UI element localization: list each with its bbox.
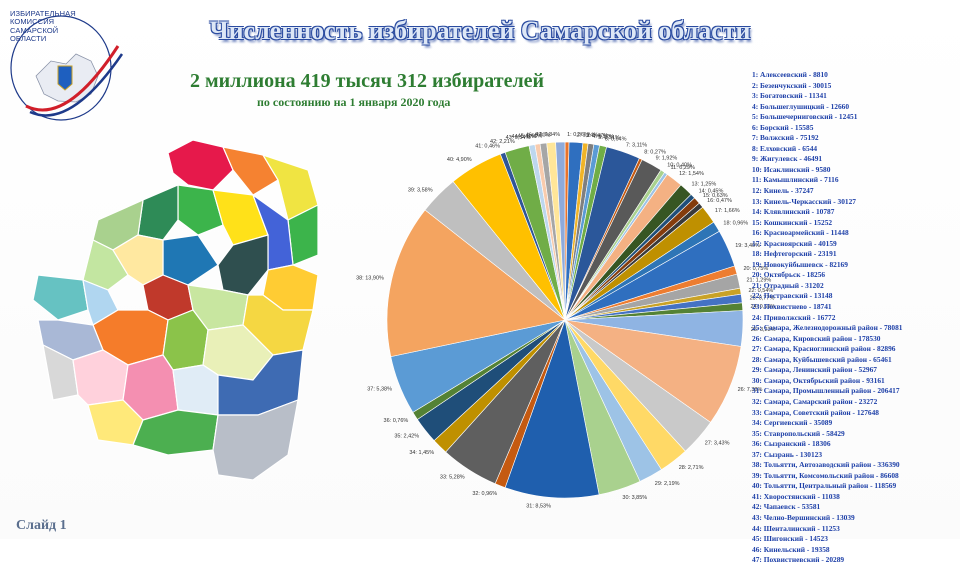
logo-line: САМАРСКОЙ [10,25,59,35]
legend-entry: 1: Алексеевский - 8810 [752,70,828,79]
district-legend: 1: Алексеевский - 8810 2: Безенчукский - … [752,70,957,566]
slide-number: Слайд 1 [16,518,67,533]
legend-entry: 16: Красноармейский - 11448 [752,228,849,238]
legend-entry: 38: Тольятти, Автозаводский район - 3363… [752,460,900,470]
legend-entry: 11: Камышлинский - 7116 [752,175,839,185]
legend-entry: 39: Тольятти, Комсомольский район - 8660… [752,470,899,480]
legend-entry: 20: Октябрьск - 18256 [752,270,826,280]
legend-entry: 13: Кинель-Черкасский - 30127 [752,196,856,206]
legend-entry: 8: Елховский - 6544 [752,143,818,153]
legend-entry: 37: Сызрань - 130123 [752,449,823,459]
legend-entry: 42: Чапаевск - 53581 [752,502,821,512]
legend-entry: 17: Красноярский - 40159 [752,238,837,248]
legend-entry: 19: Новокуйбышевск - 82169 [752,259,848,269]
legend-entry: 3: Богатовский - 11341 [752,91,827,101]
legend-entry: 9: Жигулевск - 46491 [752,154,823,164]
legend-entry: 43: Челно-Вершинский - 13039 [752,512,855,522]
legend-entry: 33: Самара, Советский район - 127648 [752,407,880,417]
samara-region-map [32,139,318,481]
legend-entry: 14: Клявлинский - 10787 [752,207,835,217]
slide-title: Численность избирателей Самарской област… [209,16,751,45]
logo-text: ИЗБИРАТЕЛЬНАЯ КОМИССИЯ САМАРСКОЙ ОБЛАСТИ [10,9,76,44]
legend-entry: 47: Похвистневский - 20289 [752,555,845,565]
election-commission-logo [6,6,131,136]
logo-line: ОБЛАСТИ [10,34,47,44]
legend-entry: 25: Самара, Железнодорожный район - 7808… [752,323,903,333]
legend-entry: 46: Кинельский - 19358 [752,544,830,554]
legend-entry: 28: Самара, Куйбышевский район - 65461 [752,354,892,364]
legend-entry: 22: Пестравский - 13148 [752,291,833,301]
legend-entry: 5: Большечерниговский - 12451 [752,112,858,122]
legend-entry: 30: Самара, Октябрьский район - 93161 [752,375,885,385]
legend-entry: 21: Отрадный - 31202 [752,280,824,290]
legend-entry: 40: Тольятти, Центральный район - 118569 [752,481,897,491]
legend-entry: 32: Самара, Самарский район - 23272 [752,396,878,406]
legend-entry: 6: Борский - 15585 [752,122,814,132]
legend-entry: 24: Приволжский - 16772 [752,312,836,322]
legend-entry: 31: Самара, Промышленный район - 206417 [752,386,900,396]
logo-line: ИЗБИРАТЕЛЬНАЯ [10,9,76,18]
legend-entry: 4: Большеглушицкий - 12660 [752,101,850,111]
legend-entry: 29: Самара, Ленинский район - 52967 [752,365,877,375]
legend-entry: 23: Похвистнево - 18741 [752,302,832,312]
legend-entry: 44: Шенталинский - 11253 [752,523,840,533]
legend-entry: 45: Шигонский - 14523 [752,534,828,544]
legend-entry: 36: Сызранский - 18306 [752,439,831,449]
legend-entry: 35: Ставропольский - 58429 [752,428,845,438]
legend-entry: 12: Кинель - 37247 [752,186,814,196]
legend-entry: 34: Сергиевский - 35089 [752,418,833,428]
legend-entry: 10: Исаклинский - 9580 [752,164,831,174]
legend-entry: 7: Волжский - 75192 [752,133,819,143]
legend-entry: 26: Самара, Кировский район - 178530 [752,333,881,343]
legend-entry: 27: Самара, Красноглинский район - 82896 [752,344,896,354]
legend-entry: 15: Кошкинский - 15252 [752,217,833,227]
legend-entry: 18: Нефтегорский - 23191 [752,249,837,259]
total-voters-headline: 2 миллиона 419 тысяч 312 избирателей [190,70,545,92]
as-of-date: по состоянию на 1 января 2020 года [257,95,451,109]
legend-entry: 2: Безенчукский - 30015 [752,80,832,90]
logo-line: КОМИССИЯ [10,17,55,27]
legend-entry: 41: Хворостянский - 11038 [752,491,840,501]
